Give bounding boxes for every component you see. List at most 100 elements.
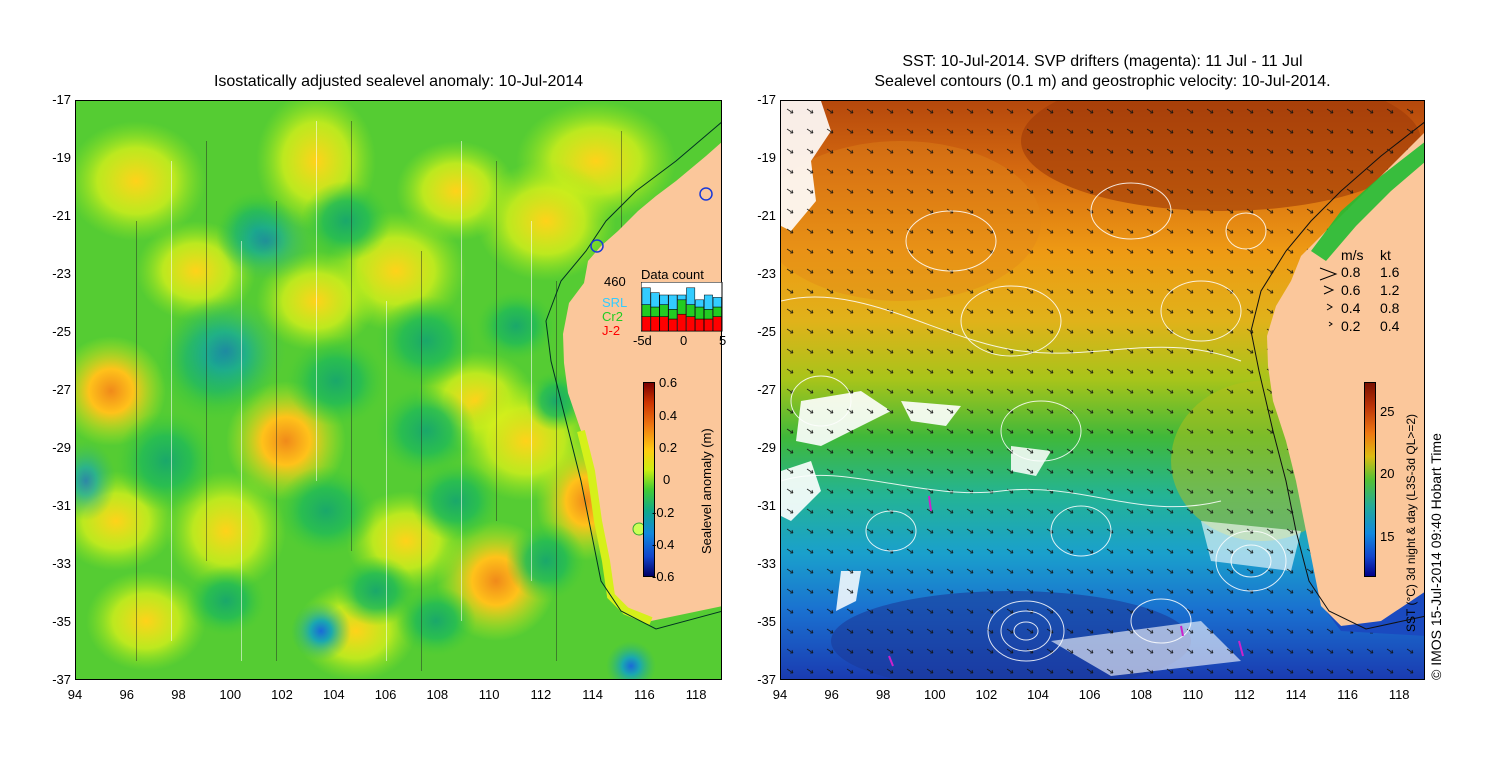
data-count-tick-0: -5d [633, 333, 652, 348]
sla-map [75, 100, 722, 680]
data-count-bar-5-srl [686, 287, 696, 305]
sst-land [1267, 133, 1424, 626]
velocity-legend-kt-3: 0.4 [1380, 318, 1400, 334]
sla-cb-tick-3: 0 [663, 472, 671, 487]
sla-land [563, 142, 721, 621]
left-xtick-6: 106 [374, 687, 397, 702]
left-ytick-10: -37 [52, 672, 71, 687]
data-count-bar-1-j2 [650, 316, 660, 332]
data-count-tick-1: 0 [680, 333, 688, 348]
sst-map [780, 100, 1425, 680]
sla-cb-tick-2: 0.2 [659, 440, 678, 455]
sst-drifter-tracks [888, 495, 1244, 667]
data-count-bar-0-srl [641, 287, 651, 305]
data-count-bar-2-srl [659, 294, 669, 305]
data-count-bar-2-j2 [659, 316, 669, 332]
left-xtick-9: 112 [530, 687, 552, 702]
left-xtick-8: 110 [478, 687, 500, 702]
right-ytick-0: -17 [757, 92, 776, 107]
data-count-bar-8-cr2 [712, 306, 722, 317]
left-ytick-4: -25 [52, 324, 71, 339]
sla-cb-tick-5: -0.4 [652, 537, 675, 552]
right-ytick-5: -27 [757, 382, 776, 397]
left-ytick-1: -19 [52, 150, 71, 165]
right-ytick-6: -29 [757, 440, 776, 455]
left-ytick-5: -27 [52, 382, 71, 397]
sla-coast-strip [577, 430, 653, 625]
data-count-bar-7-j2 [703, 318, 713, 332]
imos-credit: © IMOS 15-Jul-2014 09:40 Hobart Time [1428, 433, 1444, 680]
sst-colorbar [1364, 382, 1376, 577]
left-panel-title: Isostatically adjusted sealevel anomaly:… [213, 73, 584, 90]
left-xtick-2: 98 [171, 687, 186, 702]
left-xtick-4: 102 [271, 687, 293, 702]
data-count-bar-0-cr2 [641, 304, 651, 317]
left-xtick-11: 116 [633, 687, 655, 702]
sla-depth-contour [545, 122, 721, 630]
right-ytick-9: -35 [757, 614, 776, 629]
sla-colorbar [643, 382, 655, 577]
right-xtick-9: 112 [1234, 687, 1255, 702]
right-panel-title-line2: Sealevel contours (0.1 m) and geostrophi… [874, 73, 1331, 90]
data-count-bar-6-j2 [695, 318, 704, 332]
right-xtick-12: 118 [1388, 687, 1410, 702]
left-ytick-0: -17 [52, 92, 71, 107]
data-count-bar-1-cr2 [650, 306, 660, 317]
sla-cb-tick-1: 0.4 [659, 408, 678, 423]
sst-sealevel-contours [781, 182, 1287, 662]
right-xtick-11: 116 [1337, 687, 1358, 702]
right-ytick-4: -25 [757, 324, 776, 339]
data-count-bar-0-j2 [641, 316, 651, 332]
right-xtick-0: 94 [772, 687, 788, 702]
right-xtick-5: 104 [1027, 687, 1049, 702]
data-count-tick-2: 5 [719, 333, 727, 348]
data-count-bar-7-cr2 [703, 309, 713, 320]
data-count-bar-5-cr2 [686, 304, 696, 317]
left-xtick-0: 94 [67, 687, 83, 702]
sla-colorbar-label: Sealevel anomaly (m) [699, 428, 714, 554]
left-xtick-12: 118 [685, 687, 707, 702]
velocity-legend-kt-0: 1.6 [1380, 264, 1400, 280]
right-ytick-2: -21 [757, 208, 776, 223]
velocity-legend-ms-2: 0.4 [1341, 300, 1361, 316]
right-panel-title-line1: SST: 10-Jul-2014. SVP drifters (magenta)… [902, 53, 1303, 70]
data-count-bar-5-j2 [686, 316, 696, 332]
right-xtick-7: 108 [1130, 687, 1153, 702]
sst-cb-tick-15: 15 [1380, 529, 1395, 544]
sst-cb-tick-25: 25 [1380, 404, 1395, 419]
data-count-bar-4-srl [677, 294, 687, 301]
right-xtick-2: 98 [875, 687, 891, 702]
left-xtick-10: 114 [582, 687, 603, 702]
sst-cb-tick-20: 20 [1380, 466, 1395, 481]
velocity-legend-ms-3: 0.2 [1341, 318, 1361, 334]
data-count-max: 460 [604, 274, 626, 289]
data-count-bar-4-j2 [677, 313, 687, 332]
data-count-bar-7-srl [703, 294, 713, 310]
velocity-legend-ms-1: 0.6 [1341, 282, 1361, 298]
right-xtick-6: 106 [1078, 687, 1101, 702]
sst-coastal-green [1311, 142, 1424, 261]
legend-j2: J-2 [602, 323, 621, 338]
left-ytick-3: -23 [52, 266, 71, 281]
left-ytick-6: -29 [52, 440, 71, 455]
right-xtick-8: 110 [1182, 687, 1204, 702]
legend-cr2: Cr2 [602, 309, 623, 324]
sla-cb-tick-0: 0.6 [659, 375, 678, 390]
data-count-bar-6-srl [695, 299, 704, 308]
left-ytick-2: -21 [52, 208, 71, 223]
data-count-bar-3-cr2 [668, 309, 678, 320]
right-ytick-3: -23 [757, 266, 776, 281]
right-xtick-4: 102 [975, 687, 998, 702]
data-count-bar-4-cr2 [677, 299, 687, 315]
left-ytick-8: -33 [52, 556, 71, 571]
velocity-legend-ms-header: m/s [1341, 247, 1364, 263]
right-ytick-8: -33 [757, 556, 776, 571]
right-xtick-1: 96 [824, 687, 839, 702]
right-xtick-10: 114 [1285, 687, 1307, 702]
data-count-bar-3-j2 [668, 318, 678, 332]
sst-colorbar-label: SST (°C) 3d night & day (L3S-3d QL>=2) [1404, 413, 1418, 632]
velocity-legend-arrows [1319, 267, 1338, 327]
velocity-legend-ms-0: 0.8 [1341, 264, 1361, 280]
data-count-bar-6-cr2 [695, 306, 704, 320]
data-count-bar-8-j2 [712, 316, 722, 332]
